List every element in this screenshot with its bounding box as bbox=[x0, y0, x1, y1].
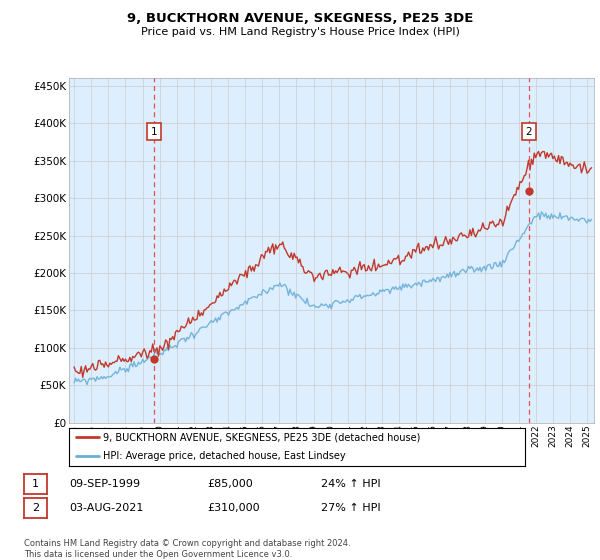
Text: £310,000: £310,000 bbox=[207, 503, 260, 513]
Text: 9, BUCKTHORN AVENUE, SKEGNESS, PE25 3DE (detached house): 9, BUCKTHORN AVENUE, SKEGNESS, PE25 3DE … bbox=[103, 432, 421, 442]
Text: 27% ↑ HPI: 27% ↑ HPI bbox=[321, 503, 380, 513]
Text: 03-AUG-2021: 03-AUG-2021 bbox=[69, 503, 143, 513]
Text: Price paid vs. HM Land Registry's House Price Index (HPI): Price paid vs. HM Land Registry's House … bbox=[140, 27, 460, 38]
Text: 1: 1 bbox=[32, 479, 39, 489]
Text: 9, BUCKTHORN AVENUE, SKEGNESS, PE25 3DE: 9, BUCKTHORN AVENUE, SKEGNESS, PE25 3DE bbox=[127, 12, 473, 25]
Text: Contains HM Land Registry data © Crown copyright and database right 2024.
This d: Contains HM Land Registry data © Crown c… bbox=[24, 539, 350, 559]
Text: 09-SEP-1999: 09-SEP-1999 bbox=[69, 479, 140, 489]
Text: 1: 1 bbox=[151, 127, 158, 137]
Text: £85,000: £85,000 bbox=[207, 479, 253, 489]
Text: 2: 2 bbox=[526, 127, 532, 137]
Text: 24% ↑ HPI: 24% ↑ HPI bbox=[321, 479, 380, 489]
Text: 2: 2 bbox=[32, 503, 39, 513]
Text: HPI: Average price, detached house, East Lindsey: HPI: Average price, detached house, East… bbox=[103, 451, 346, 461]
